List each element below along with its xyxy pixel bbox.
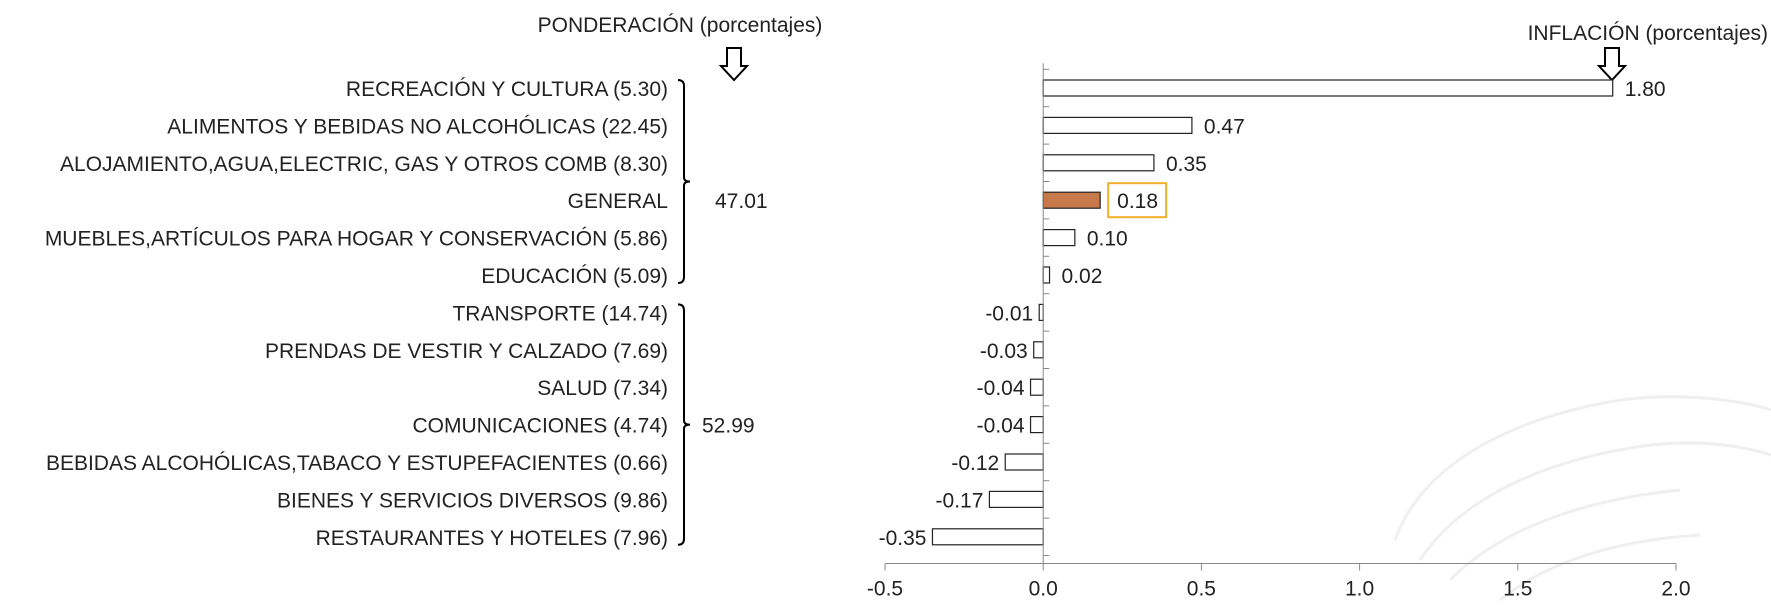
x-tick-label: 0.0 — [1029, 578, 1058, 601]
group-bracket — [677, 303, 691, 546]
category-label: PRENDAS DE VESTIR Y CALZADO (7.69) — [265, 340, 668, 363]
bar — [1042, 79, 1614, 97]
value-label: 1.80 — [1625, 78, 1666, 101]
bar — [1033, 341, 1044, 359]
category-label: SALUD (7.34) — [537, 377, 668, 400]
category-label: RECREACIÓN Y CULTURA (5.30) — [346, 78, 668, 101]
bar — [1042, 116, 1193, 135]
category-label: GENERAL — [568, 190, 668, 213]
watermark-emblem — [1393, 395, 1771, 602]
right-heading-arrow — [1596, 47, 1628, 82]
left-heading: PONDERACIÓN (porcentajes) — [538, 14, 823, 37]
group-total-upper: 47.01 — [715, 190, 768, 213]
category-label: EDUCACIÓN (5.09) — [481, 265, 668, 288]
value-label: -0.04 — [977, 415, 1025, 438]
category-label: BEBIDAS ALCOHÓLICAS,TABACO Y ESTUPEFACIE… — [46, 452, 668, 475]
bar — [1029, 416, 1044, 434]
value-label: -0.01 — [985, 302, 1033, 325]
category-label: RESTAURANTES Y HOTELES (7.96) — [316, 527, 668, 550]
value-label: -0.12 — [951, 452, 999, 475]
group-total-lower: 52.99 — [702, 415, 755, 438]
value-label: 0.10 — [1087, 228, 1128, 251]
value-label: -0.04 — [977, 377, 1025, 400]
bar — [931, 528, 1044, 546]
category-label: MUEBLES,ARTÍCULOS PARA HOGAR Y CONSERVAC… — [45, 228, 668, 251]
category-label: ALOJAMIENTO,AGUA,ELECTRIC, GAS Y OTROS C… — [60, 153, 668, 176]
category-label: ALIMENTOS Y BEBIDAS NO ALCOHÓLICAS (22.4… — [167, 115, 668, 138]
value-label: -0.03 — [980, 340, 1028, 363]
bar — [988, 490, 1044, 508]
bar-series: 1.80 0.47 0.35 0.18 0.10 0.02 -0.01 -0.03 -0.04 -… — [879, 78, 1666, 550]
category-labels: RECREACIÓN Y CULTURA (5.30) ALIMENTOS Y B… — [45, 78, 668, 550]
x-tick-label: -0.5 — [867, 578, 903, 601]
value-label: 0.35 — [1166, 153, 1207, 176]
x-axis: -0.5 0.0 0.5 1.0 1.5 2.0 — [867, 63, 1691, 601]
bar — [1042, 154, 1155, 172]
right-heading: INFLACIÓN (porcentajes) — [1528, 22, 1768, 45]
value-label: 0.02 — [1062, 265, 1103, 288]
x-tick-label: 2.0 — [1661, 578, 1690, 601]
bar — [1042, 191, 1101, 209]
value-label: -0.17 — [936, 489, 984, 512]
highlight-value-box — [1107, 182, 1168, 219]
category-label: BIENES Y SERVICIOS DIVERSOS (9.86) — [277, 489, 668, 512]
bar — [1042, 229, 1076, 247]
x-tick-label: 0.5 — [1187, 578, 1216, 601]
bar — [1004, 453, 1044, 471]
value-label: -0.35 — [879, 527, 927, 550]
value-label: 0.18 — [1117, 190, 1158, 213]
category-label: TRANSPORTE (14.74) — [452, 302, 668, 325]
group-bracket — [677, 79, 691, 284]
left-heading-arrow — [718, 47, 750, 82]
category-label: COMUNICACIONES (4.74) — [412, 415, 668, 438]
value-label: 0.47 — [1204, 115, 1245, 138]
group-brackets: 47.01 52.99 — [677, 79, 768, 546]
x-tick-label: 1.5 — [1503, 578, 1532, 601]
bar — [1038, 303, 1044, 321]
bar — [1042, 266, 1051, 284]
bar — [1029, 378, 1044, 396]
x-tick-label: 1.0 — [1345, 578, 1374, 601]
